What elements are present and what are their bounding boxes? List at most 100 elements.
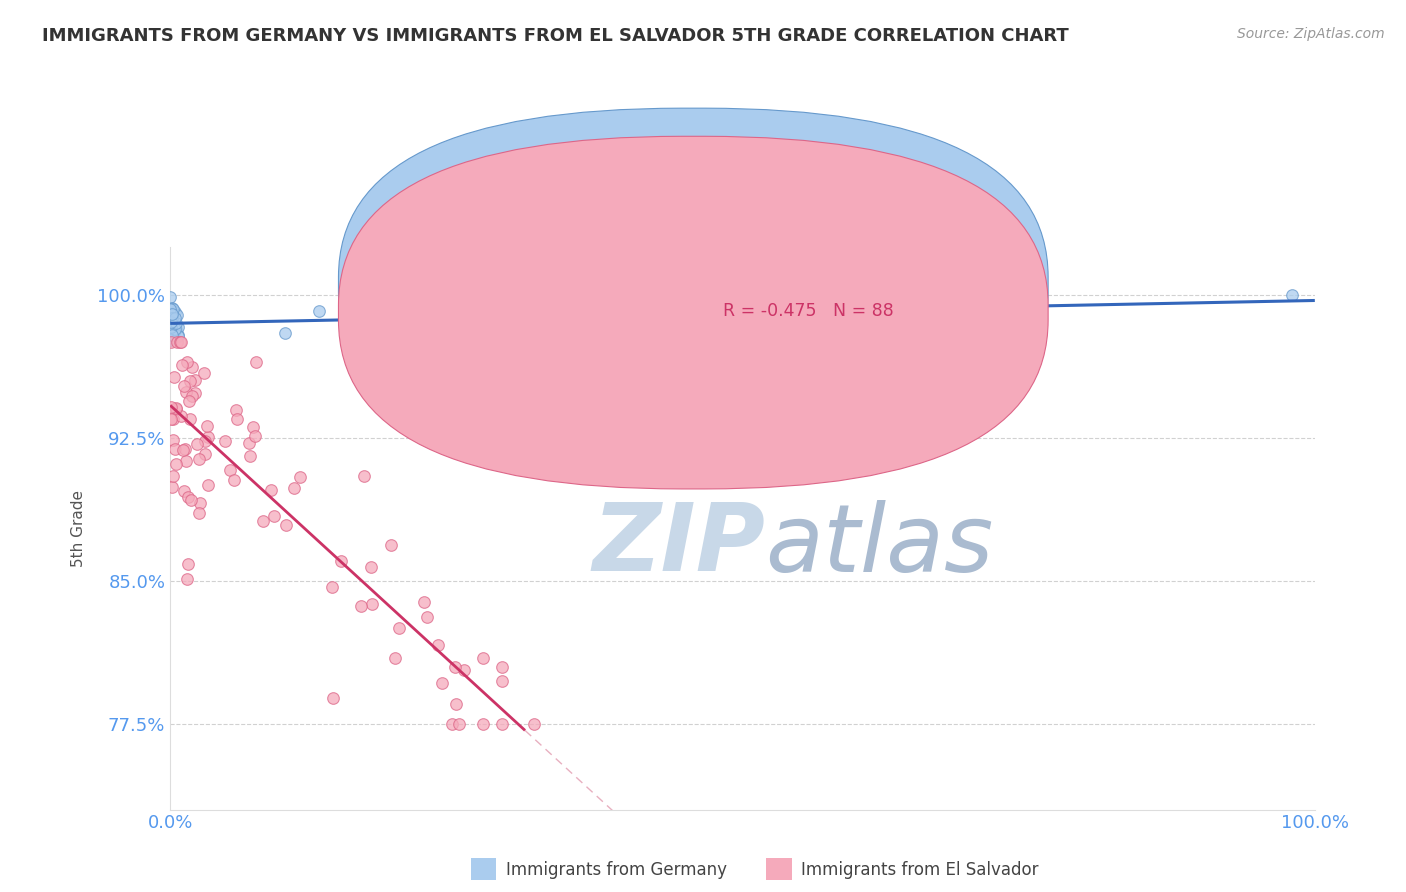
Point [159,412,181,426]
Point [173,483,195,498]
Point [523,716,546,731]
Point [159,326,181,340]
Text: R = -0.475   N = 88: R = -0.475 N = 88 [723,301,894,319]
Point [197,430,219,444]
Point [308,304,330,318]
Point [160,328,183,343]
Point [444,659,467,673]
Point [416,609,439,624]
Point [440,716,463,731]
Point [444,698,467,712]
FancyBboxPatch shape [662,259,1017,337]
Point [222,474,245,488]
Text: Immigrants from Germany: Immigrants from Germany [506,861,727,879]
Point [180,493,202,508]
Point [165,458,187,472]
Point [165,322,187,336]
Point [432,676,454,690]
Point [183,373,205,387]
Point [214,434,236,449]
Point [350,599,373,614]
Point [160,315,183,329]
Point [160,401,183,415]
Point [163,369,186,384]
Text: Immigrants from El Salvador: Immigrants from El Salvador [801,861,1039,879]
Point [411,312,433,326]
Point [491,716,513,731]
Point [412,594,434,608]
Point [174,454,197,468]
Point [160,301,183,315]
Text: atlas: atlas [765,500,994,591]
Point [162,301,184,316]
Point [322,690,344,705]
Point [453,663,475,677]
Point [245,355,267,369]
Point [176,355,198,369]
Point [197,477,219,491]
Text: R =  0.520   N = 41: R = 0.520 N = 41 [723,274,893,292]
Point [159,320,181,334]
Point [163,310,186,325]
Point [162,469,184,483]
Point [177,557,200,571]
Point [166,309,188,323]
Point [273,326,295,340]
Point [384,651,406,665]
Point [238,436,260,450]
Point [162,301,184,316]
Point [170,358,193,372]
Point [479,304,502,318]
Point [353,468,375,483]
Point [170,409,193,424]
Point [159,290,181,304]
Point [427,638,450,652]
Point [186,436,208,450]
Point [162,325,184,339]
Point [329,554,352,568]
Point [252,514,274,528]
Text: ZIP: ZIP [592,500,765,591]
Point [159,333,181,347]
Point [260,483,283,497]
Point [571,312,593,326]
Point [179,412,201,426]
Point [166,328,188,343]
Point [163,305,186,319]
Point [188,452,211,467]
Point [263,509,285,524]
FancyBboxPatch shape [465,854,503,885]
Point [388,621,411,635]
Point [180,389,202,403]
Point [162,319,184,334]
Point [166,335,188,350]
Point [491,660,513,674]
Point [449,716,471,731]
Point [163,325,186,339]
Point [165,401,187,416]
Point [170,335,193,350]
Point [651,305,673,319]
Point [162,310,184,325]
Point [176,572,198,586]
Point [472,651,495,665]
FancyBboxPatch shape [761,854,799,885]
Point [163,318,186,333]
Point [472,716,495,731]
Point [174,385,197,400]
Point [167,328,190,343]
Point [165,316,187,330]
Point [180,360,202,375]
Point [173,379,195,393]
FancyBboxPatch shape [339,136,1047,489]
Point [179,374,201,388]
Point [160,313,183,327]
Point [194,434,217,448]
Point [162,412,184,426]
Point [165,442,187,456]
Point [321,580,343,594]
Point [274,518,297,533]
Point [380,538,402,552]
Point [162,434,184,448]
Point [219,463,242,477]
